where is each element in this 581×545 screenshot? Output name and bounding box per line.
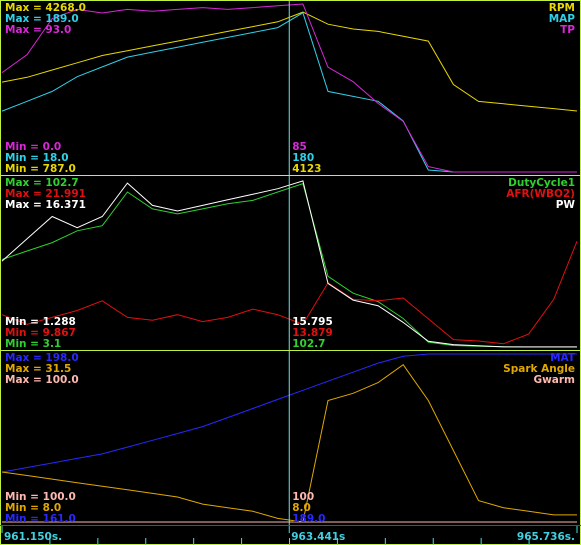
min-label: Min = 1.288 xyxy=(5,316,76,328)
series-name: MAT xyxy=(550,352,576,364)
series-name: MAP xyxy=(549,13,576,25)
trace xyxy=(1,3,577,173)
series-name: TP xyxy=(560,24,575,36)
trace xyxy=(1,241,578,345)
max-label: Max = 4268.0 xyxy=(5,2,86,14)
series-name: Spark Angle xyxy=(503,363,575,375)
max-label: Max = 102.7 xyxy=(5,177,79,189)
trace xyxy=(1,353,577,473)
cursor-value: 102.7 xyxy=(292,338,325,350)
max-label: Max = 189.0 xyxy=(5,13,79,25)
trace xyxy=(1,180,577,348)
max-label: Max = 93.0 xyxy=(5,24,71,36)
series-name: Gwarm xyxy=(533,374,575,386)
cursor-value: 4123 xyxy=(292,163,321,175)
x-tick-label: 965.736s. xyxy=(517,531,575,543)
series-name: PW xyxy=(556,199,576,211)
cursor-value: 13.879 xyxy=(292,327,333,339)
x-tick-label: 961.150s. xyxy=(4,531,62,543)
x-tick-label: 963.441s xyxy=(291,531,345,543)
series-name: DutyCycle1 xyxy=(508,177,575,189)
cursor-value: 8.0 xyxy=(292,502,311,514)
series-name: RPM xyxy=(549,2,575,14)
min-label: Min = 18.0 xyxy=(5,152,69,164)
min-label: Min = 8.0 xyxy=(5,502,61,514)
cursor-value: 100 xyxy=(292,491,314,503)
max-label: Max = 100.0 xyxy=(5,374,79,386)
cursor-value: 189.0 xyxy=(292,513,325,525)
max-label: Max = 31.5 xyxy=(5,363,71,375)
min-label: Min = 0.0 xyxy=(5,141,61,153)
min-label: Min = 3.1 xyxy=(5,338,61,350)
trace xyxy=(1,364,577,523)
trace xyxy=(1,11,578,112)
cursor-value: 180 xyxy=(292,152,314,164)
max-label: Max = 16.371 xyxy=(5,199,86,211)
min-label: Min = 787.0 xyxy=(5,163,76,175)
max-label: Max = 198.0 xyxy=(5,352,79,364)
max-label: Max = 21.991 xyxy=(5,188,86,200)
min-label: Min = 9.867 xyxy=(5,327,76,339)
min-label: Min = 161.0 xyxy=(5,513,76,525)
min-label: Min = 100.0 xyxy=(5,491,76,503)
series-name: AFR(WBO2) xyxy=(506,188,575,200)
cursor-value: 15.795 xyxy=(292,316,333,328)
cursor-value: 85 xyxy=(292,141,307,153)
